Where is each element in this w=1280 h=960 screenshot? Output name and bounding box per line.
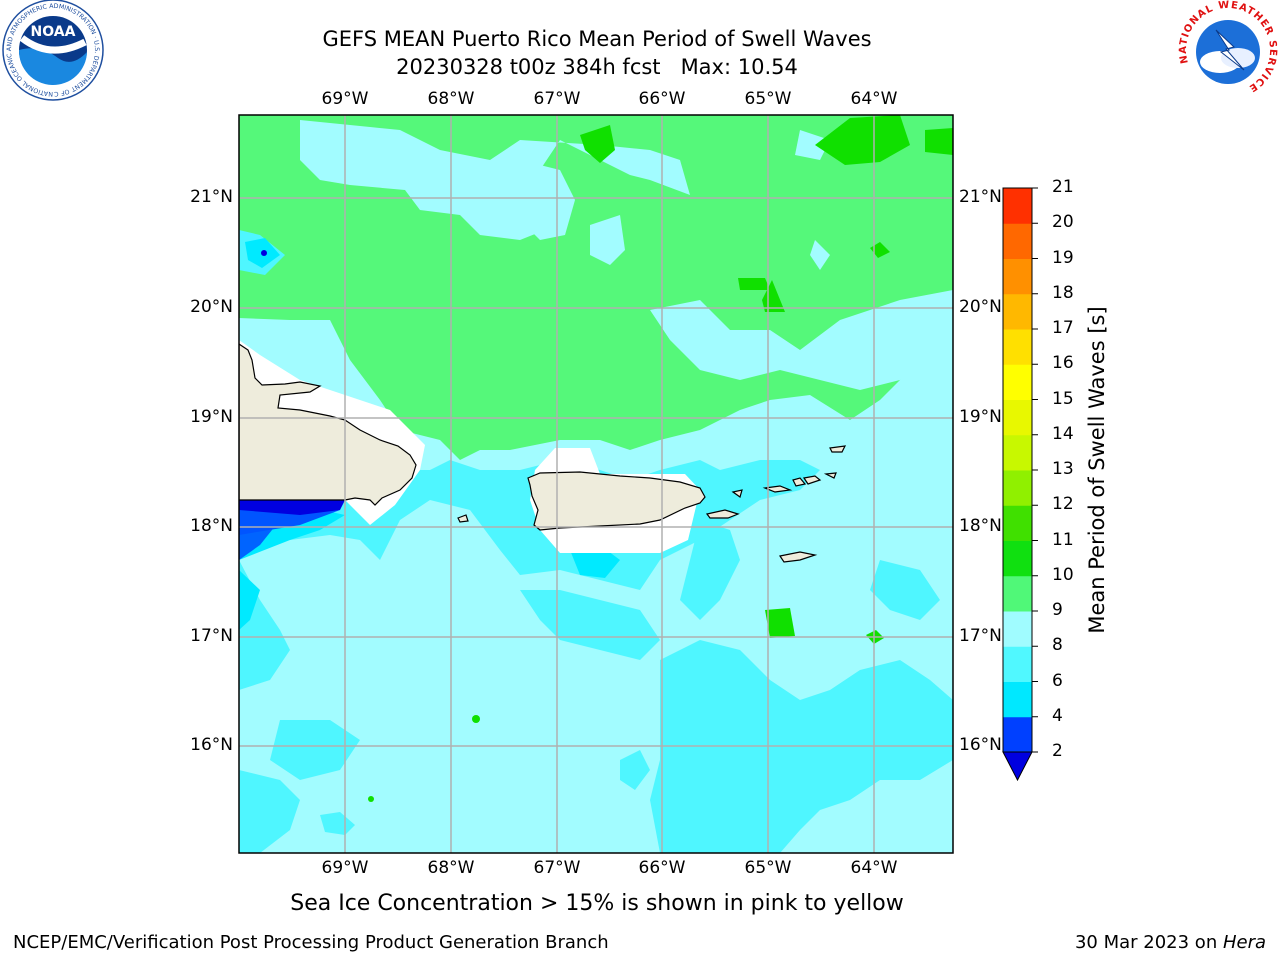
colorbar-segment <box>1003 470 1032 506</box>
lat-label-left: 16°N <box>190 735 233 755</box>
footer-date-text: 30 Mar 2023 on <box>1074 932 1223 953</box>
colorbar-tick-label: 20 <box>1052 212 1074 233</box>
map-subtitle: 20230328 t00z 384h fcst Max: 10.54 <box>396 55 798 79</box>
colorbar-segment <box>1003 258 1032 295</box>
lat-label-left: 20°N <box>190 297 233 317</box>
colorbar-tick-label: 10 <box>1052 564 1074 585</box>
svg-text:NOAA: NOAA <box>31 24 76 40</box>
lat-label-left: 19°N <box>190 407 233 427</box>
colorbar-tick-label: 9 <box>1052 600 1063 620</box>
colorbar-segment <box>1003 223 1032 259</box>
colorbar-tick-label: 19 <box>1052 247 1074 268</box>
lat-label-left: 21°N <box>190 187 233 207</box>
colorbar-tick-label: 16 <box>1052 353 1074 374</box>
lat-label-left: 17°N <box>190 626 233 646</box>
colorbar-tick-label: 12 <box>1052 494 1074 515</box>
colorbar-segment <box>1003 364 1032 400</box>
lon-label-bottom: 68°W <box>427 858 475 878</box>
lon-label-top: 64°W <box>850 89 898 109</box>
footer-branch: NCEP/EMC/Verification Post Processing Pr… <box>13 932 609 953</box>
footer-host: Hera <box>1222 932 1266 953</box>
graticule <box>239 115 953 853</box>
colorbar-segment <box>1003 681 1032 718</box>
colorbar-segment <box>1003 505 1032 541</box>
colorbar-segment <box>1003 540 1032 577</box>
nws-logo: NATIONAL WEATHER SERVICE <box>1176 0 1280 104</box>
noaa-logo: NATIONAL OCEANIC AND ATMOSPHERIC ADMINIS… <box>0 0 106 104</box>
colorbar-tick-label: 6 <box>1052 670 1063 691</box>
colorbar-segment <box>1003 434 1032 471</box>
colorbar-segment <box>1003 611 1032 647</box>
lat-label-right: 19°N <box>959 407 1002 427</box>
lon-label-top: 66°W <box>638 89 686 109</box>
colorbar-tick-label: 4 <box>1052 705 1063 726</box>
colorbar-segment <box>1003 329 1032 365</box>
swell-period-field <box>239 115 953 853</box>
sea-ice-note: Sea Ice Concentration > 15% is shown in … <box>290 891 904 916</box>
lat-label-right: 18°N <box>959 516 1002 536</box>
colorbar-tick-label: 8 <box>1052 635 1063 656</box>
lon-label-top: 69°W <box>321 89 369 109</box>
colorbar-segment <box>1003 575 1032 612</box>
lat-label-right: 16°N <box>959 735 1002 755</box>
colorbar-tick-label: 15 <box>1052 388 1074 409</box>
lon-label-top: 68°W <box>427 89 475 109</box>
lon-label-top: 67°W <box>533 89 581 109</box>
colorbar-segment <box>1003 646 1032 682</box>
lon-label-bottom: 64°W <box>850 858 898 878</box>
lat-label-right: 17°N <box>959 626 1002 646</box>
colorbar-tick-label: 17 <box>1052 318 1074 338</box>
colorbar-segment <box>1003 188 1032 224</box>
lon-label-bottom: 66°W <box>638 858 686 878</box>
lon-label-bottom: 67°W <box>533 858 581 878</box>
lon-label-bottom: 65°W <box>744 858 792 878</box>
colorbar-tick-label: 2 <box>1052 741 1063 761</box>
lat-label-left: 18°N <box>190 516 233 536</box>
colorbar-segment <box>1003 293 1032 330</box>
map-title: GEFS MEAN Puerto Rico Mean Period of Swe… <box>322 27 872 51</box>
colorbar-extend-arrow <box>1002 751 1033 782</box>
lon-label-bottom: 69°W <box>321 858 369 878</box>
colorbar-title: Mean Period of Swell Waves [s] <box>1085 306 1109 634</box>
colorbar-tick-label: 18 <box>1052 282 1074 303</box>
lon-label-top: 65°W <box>744 89 792 109</box>
colorbar-tick-label: 13 <box>1052 459 1074 479</box>
colorbar-tick-label: 11 <box>1052 529 1074 550</box>
colorbar <box>1002 187 1038 782</box>
colorbar-tick-label: 21 <box>1052 177 1074 197</box>
colorbar-tick-label: 14 <box>1052 423 1074 444</box>
map-frame <box>238 114 954 854</box>
footer-date: 30 Mar 2023 on Hera <box>1075 932 1266 953</box>
colorbar-segment <box>1003 399 1032 436</box>
lat-label-right: 20°N <box>959 297 1002 317</box>
colorbar-segment <box>1003 716 1032 753</box>
lat-label-right: 21°N <box>959 187 1002 207</box>
